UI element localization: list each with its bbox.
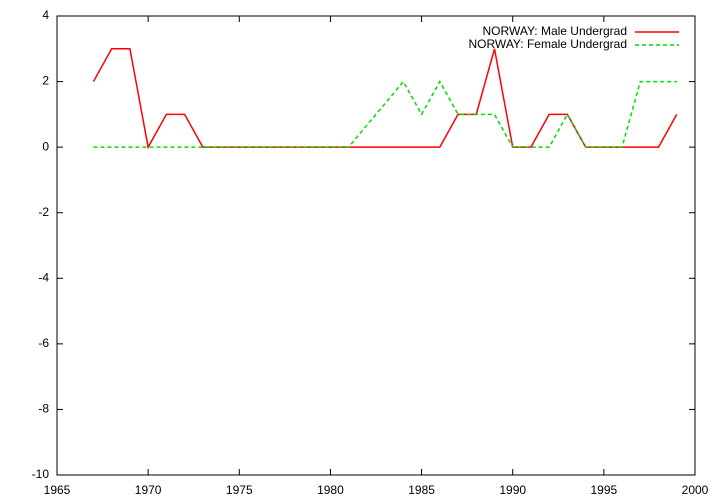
y-tick-label: 4 — [42, 8, 49, 22]
y-tick-label: -2 — [38, 205, 49, 219]
x-tick-label: 1970 — [135, 483, 162, 497]
x-tick-label: 1985 — [408, 483, 435, 497]
x-tick-label: 1995 — [591, 483, 618, 497]
series-line — [93, 80, 677, 148]
y-tick-label: -8 — [38, 402, 49, 416]
legend-label: NORWAY: Female Undergrad — [468, 37, 627, 51]
x-tick-label: 1965 — [44, 483, 71, 497]
y-tick-label: 0 — [42, 139, 49, 153]
series-line — [92, 48, 678, 150]
x-tick-label: 1975 — [226, 483, 253, 497]
y-tick-label: 2 — [42, 74, 49, 88]
y-tick-label: -4 — [38, 270, 49, 284]
plot-border — [56, 15, 696, 476]
x-tick-label: 1990 — [499, 483, 526, 497]
y-tick-label: -6 — [38, 336, 49, 350]
y-tick-label: -10 — [32, 467, 50, 481]
x-tick-label: 2000 — [682, 483, 709, 497]
x-tick-label: 1980 — [317, 483, 344, 497]
legend-label: NORWAY: Male Undergrad — [483, 24, 628, 38]
